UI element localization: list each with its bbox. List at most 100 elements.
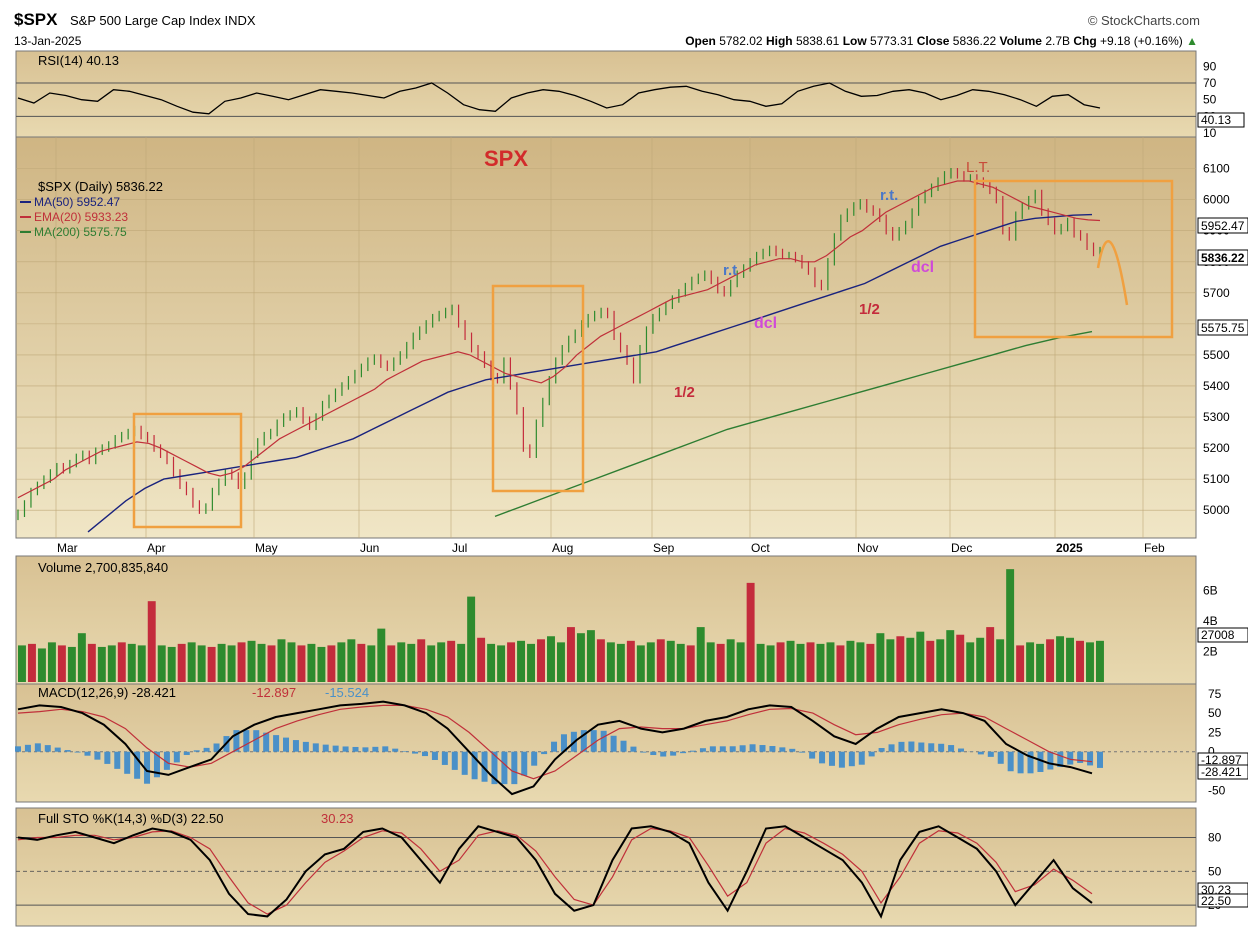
volume-bar-90 <box>916 631 925 682</box>
macd-hist-bar-102 <box>1027 751 1034 774</box>
annotation-half-aug: 1/2 <box>674 384 695 401</box>
macd-hist-bar-16 <box>173 751 180 763</box>
volume-bar-97 <box>986 627 995 682</box>
index-name: S&P 500 Large Cap Index <box>70 13 221 28</box>
price-tick-label-6: 5500 <box>1203 348 1230 362</box>
volume-bar-87 <box>886 639 895 682</box>
volume-bar-85 <box>866 643 875 682</box>
macd-hist-bar-54 <box>551 741 558 752</box>
volume-bar-76 <box>776 642 785 682</box>
price-last-value-box-2 <box>1197 319 1248 336</box>
brand-label[interactable]: © StockCharts.com <box>1087 13 1200 28</box>
sto-d-legend: 30.23 <box>321 811 354 826</box>
macd-hist-bar-4 <box>54 747 61 752</box>
month-label-1: Apr <box>147 541 166 555</box>
macd-hist-bar-15 <box>163 751 170 770</box>
macd-last-value-box-1 <box>1197 764 1248 780</box>
month-label-0: Mar <box>57 541 78 555</box>
price-legend-spx: $SPX (Daily) 5836.22 <box>38 179 163 194</box>
volume-bar-8 <box>97 646 106 682</box>
month-label-3: Jun <box>360 541 379 555</box>
volume-bar-67 <box>686 645 695 682</box>
macd-line <box>17 700 1093 796</box>
volume-bar-20 <box>217 643 226 682</box>
volume-bar-16 <box>177 643 186 682</box>
sto-tick-label-1: 50 <box>1208 864 1222 878</box>
sto-last-value-box-1 <box>1197 893 1248 908</box>
macd-hist-bar-36 <box>372 746 379 752</box>
volume-bar-35 <box>367 645 376 682</box>
month-label-9: Dec <box>951 541 972 555</box>
volume-bar-78 <box>796 643 805 682</box>
volume-bar-22 <box>237 642 246 682</box>
volume-bar-46 <box>477 637 486 682</box>
macd-hist-bar-25 <box>263 732 270 752</box>
ema20-line <box>17 180 1101 499</box>
macd-hist-bar-31 <box>322 744 329 752</box>
macd-hist-bar-58 <box>590 730 597 752</box>
macd-hist-bar-10 <box>114 751 121 769</box>
annotation-box-dec <box>973 179 1174 339</box>
volume-bar-71 <box>726 639 735 682</box>
macd-hist-bar-47 <box>481 751 488 782</box>
macd-hist-bar-90 <box>908 741 915 752</box>
volume-bar-43 <box>447 640 456 682</box>
macd-hist-bar-65 <box>660 751 667 757</box>
volume-bar-31 <box>327 645 336 682</box>
volume-bar-89 <box>906 637 915 682</box>
volume-bar-94 <box>956 634 965 682</box>
close-label: Close <box>916 34 950 48</box>
macd-hist-bar-29 <box>302 741 309 752</box>
volume-bar-44 <box>457 643 466 682</box>
volume-bar-29 <box>307 643 316 682</box>
macd-hist-bar-105 <box>1057 751 1064 768</box>
price-tick-label-7: 5400 <box>1203 379 1230 393</box>
volume-value: 2.7B <box>1045 34 1071 48</box>
volume-bar-36 <box>377 628 386 682</box>
volume-plot <box>18 569 1104 682</box>
macd-hist-bar-19 <box>203 747 210 752</box>
annotation-boxes <box>132 179 1174 529</box>
rsi-last-value-label: 40.13 <box>1201 113 1231 127</box>
price-tick-label-4: 5700 <box>1203 286 1230 300</box>
macd-hist-bar-104 <box>1047 751 1054 770</box>
macd-hist-bar-63 <box>640 751 647 753</box>
volume-bar-11 <box>127 643 136 682</box>
macd-hist-bar-40 <box>412 751 419 754</box>
volume-bar-2 <box>37 648 46 682</box>
price-tick-label-9: 5200 <box>1203 441 1230 455</box>
price-tick-label-1: 6000 <box>1203 193 1230 207</box>
macd-hist-bar-106 <box>1067 751 1074 765</box>
volume-bar-103 <box>1046 639 1055 682</box>
volume-bar-49 <box>507 642 516 682</box>
annotation-dcl-nov: dcl <box>911 259 934 276</box>
ohlc-summary: Open 5782.02 High 5838.61 Low 5773.31 Cl… <box>685 34 1198 48</box>
volume-bar-81 <box>826 642 835 682</box>
volume-bar-70 <box>716 643 725 682</box>
macd-hist-bar-86 <box>868 751 875 757</box>
symbol-label: $SPX <box>14 10 58 29</box>
volume-bar-68 <box>696 627 705 682</box>
macd-hist-bar-99 <box>997 751 1004 764</box>
macd-hist-bar-45 <box>461 751 468 775</box>
volume-bar-4 <box>57 645 66 682</box>
macd-last-value-label-0: -12.897 <box>1201 753 1242 767</box>
macd-hist-bar-81 <box>819 751 826 764</box>
volume-bar-26 <box>277 639 286 682</box>
macd-hist-bar-32 <box>332 745 339 752</box>
macd-hist-bar-44 <box>451 751 458 770</box>
macd-hist-bar-78 <box>789 748 796 752</box>
volume-last-value-box <box>1197 627 1248 643</box>
macd-hist-bar-100 <box>1007 751 1014 772</box>
volume-bar-25 <box>267 645 276 682</box>
macd-tick-label-2: 25 <box>1208 725 1222 739</box>
macd-tick-label-5: -50 <box>1208 783 1226 797</box>
volume-bar-57 <box>586 630 595 682</box>
month-label-11: Feb <box>1144 541 1165 555</box>
annotation-box-apr <box>132 412 243 529</box>
macd-hist-bar-68 <box>690 750 697 752</box>
macd-hist-bar-91 <box>918 742 925 752</box>
volume-bar-79 <box>806 642 815 682</box>
volume-bar-86 <box>876 633 885 682</box>
volume-bar-14 <box>157 645 166 682</box>
